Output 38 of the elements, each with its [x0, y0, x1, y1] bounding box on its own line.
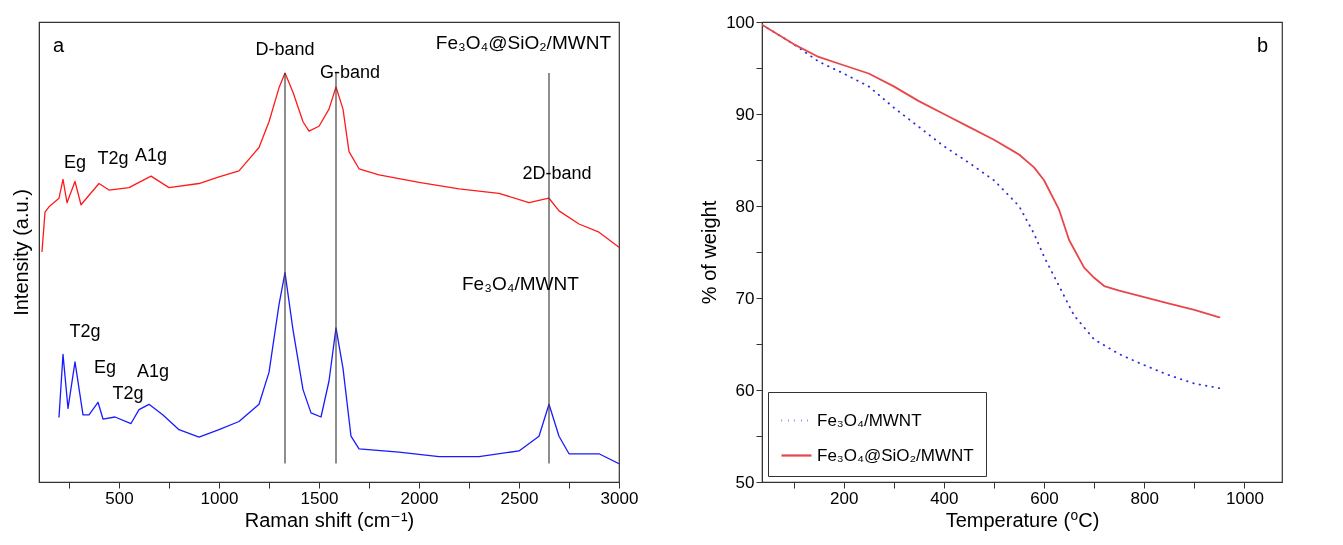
x-tick-label: 200: [829, 488, 859, 508]
y-tick-label: 100: [726, 12, 755, 32]
annotation: T2g: [69, 321, 101, 342]
legend-label: Fe₃O₄/MWNT: [817, 410, 922, 430]
y-tick-label: 50: [735, 472, 755, 492]
x-tick-label: 2500: [500, 488, 539, 508]
annotation: Eg: [93, 356, 117, 377]
legend-label: Fe₃O₄@SiO₂/MWNT: [817, 445, 974, 465]
y-tick-label: 80: [735, 196, 755, 216]
x-tick-label: 500: [105, 488, 134, 508]
y-tick-label: 70: [735, 288, 755, 308]
annotation: G-band: [319, 62, 381, 83]
annotation: A1g: [134, 145, 168, 166]
y-axis-title: % of weight: [698, 200, 721, 305]
x-tick-label: 600: [1030, 488, 1059, 508]
x-tick-label: 800: [1130, 488, 1159, 508]
x-tick-label: 1000: [200, 488, 239, 508]
y-axis-title: Intensity (a.u.): [9, 189, 32, 316]
x-tick-label: 400: [930, 488, 959, 508]
x-tick-label: 3000: [600, 488, 639, 508]
annotation: Fe₃O₄/MWNT: [461, 273, 580, 294]
annotation: T2g: [97, 148, 129, 169]
x-tick-label: 2000: [400, 488, 439, 508]
annotation: D-band: [255, 39, 315, 60]
y-tick-label: 60: [735, 380, 755, 400]
x-tick-label: 1500: [300, 488, 339, 508]
line-series: [762, 23, 1221, 319]
x-axis-title: Temperature (⁰C): [945, 508, 1100, 531]
x-axis-title: Raman shift (cm⁻¹): [244, 508, 415, 531]
annotation: T2g: [112, 383, 144, 404]
text: Fe₃O₄@SiO₂/MWNT: [435, 32, 612, 53]
y-tick-label: 90: [735, 104, 755, 124]
x-tick-label: 1000: [1226, 488, 1264, 508]
annotation: Eg: [63, 152, 87, 173]
text: a: [53, 34, 65, 56]
annotation: A1g: [136, 361, 170, 382]
annotation: b: [1256, 34, 1268, 56]
annotation: 2D-band: [522, 163, 592, 184]
